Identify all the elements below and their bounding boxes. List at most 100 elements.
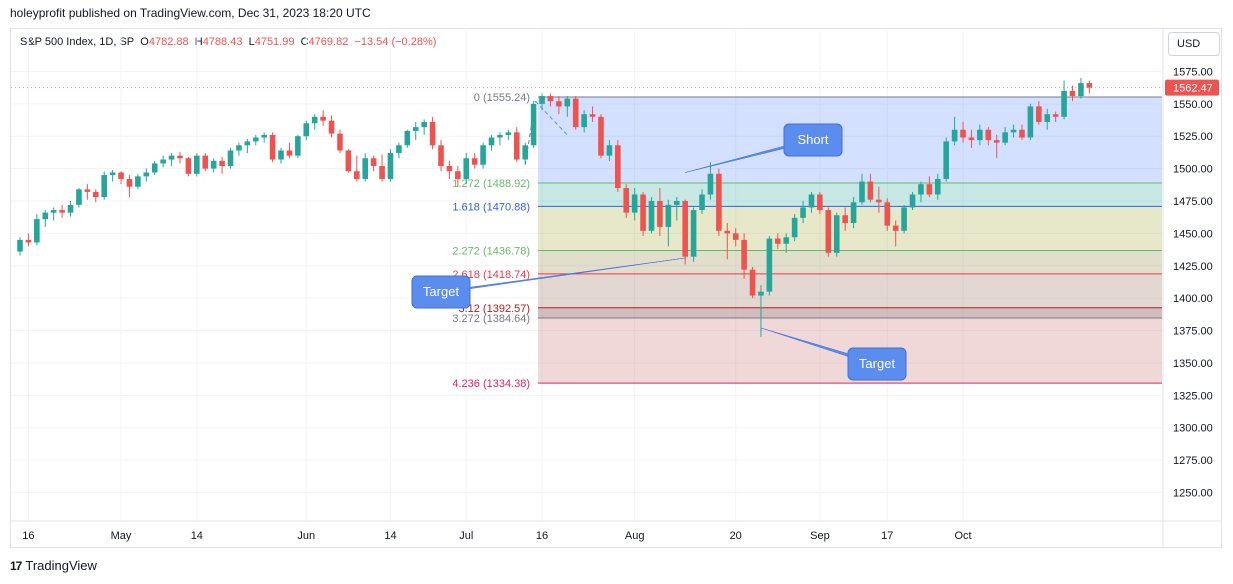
candle-body xyxy=(135,176,141,187)
candle-body xyxy=(749,269,756,296)
candle-body xyxy=(876,199,882,203)
candle-body xyxy=(993,140,1000,143)
candle-body xyxy=(606,145,613,156)
chart-frame xyxy=(10,28,1222,548)
open-label: O xyxy=(140,36,149,48)
candle-body xyxy=(901,207,907,231)
candle-body xyxy=(1078,83,1084,97)
fib-level-label: 1.618 (1470.88) xyxy=(452,201,530,213)
candle-body xyxy=(867,181,874,200)
price-axis-tick: 1525.00 xyxy=(1173,131,1213,143)
candle-body xyxy=(943,141,949,179)
candle-body xyxy=(968,137,975,141)
candle-body xyxy=(623,188,630,213)
tradingview-logo-icon: 17 xyxy=(10,558,22,573)
candle-body xyxy=(278,150,284,160)
candle-body xyxy=(817,194,823,211)
candle-body xyxy=(513,132,520,160)
price-axis-tick: 1425.00 xyxy=(1173,261,1213,273)
candle-body xyxy=(227,150,234,167)
candle-body xyxy=(497,134,503,138)
price-axis-tick: 1550.00 xyxy=(1173,99,1213,111)
candle-body xyxy=(101,175,107,198)
candle-body xyxy=(505,132,512,135)
fib-level-label: 0 (1555.24) xyxy=(474,92,530,104)
candle-body xyxy=(84,189,91,192)
candle-body xyxy=(311,116,318,124)
candle-body xyxy=(951,129,958,142)
candle-body xyxy=(286,150,293,156)
candle-body xyxy=(547,96,554,102)
candle-body xyxy=(412,127,419,132)
low-label: L xyxy=(248,36,255,48)
candle-body xyxy=(370,158,377,167)
candle-body xyxy=(783,237,790,244)
candle-body xyxy=(800,207,806,218)
candle-body xyxy=(387,153,394,179)
candle-body xyxy=(25,239,32,243)
candle-body xyxy=(109,172,116,176)
candle-body xyxy=(50,210,57,213)
annotation-box xyxy=(411,275,471,309)
last-price-badge xyxy=(1165,79,1219,96)
candle-body xyxy=(808,194,815,208)
candle-body xyxy=(1010,129,1017,133)
candle-body xyxy=(396,145,402,154)
time-axis-tick: 16 xyxy=(22,530,34,542)
annotation-box xyxy=(847,347,907,381)
candle-body xyxy=(67,204,74,213)
candle-body xyxy=(724,230,731,234)
candle-body xyxy=(337,133,343,151)
candle-body xyxy=(859,181,865,203)
high-label: H xyxy=(194,36,203,48)
candle-body xyxy=(1052,114,1059,117)
candle-body xyxy=(581,114,587,128)
candle-body xyxy=(328,120,335,134)
candle-body xyxy=(151,163,158,173)
candle-body xyxy=(202,155,209,169)
symbol-name: S&P 500 Index, 1D, SP xyxy=(20,36,135,48)
annotation-text: Target xyxy=(423,284,460,299)
candle-body xyxy=(850,202,857,224)
candle-body xyxy=(825,210,832,253)
publisher-caption: holeyprofit published on TradingView.com… xyxy=(10,6,371,20)
time-axis-tick: 20 xyxy=(730,530,742,542)
candle-body xyxy=(177,155,183,159)
candle-body xyxy=(210,160,217,169)
candle-body xyxy=(404,131,411,146)
candle-body xyxy=(76,189,82,205)
candle-body xyxy=(732,233,739,240)
candle-body xyxy=(699,194,705,211)
candle-body xyxy=(690,210,697,257)
candle-body xyxy=(471,158,478,165)
candle-body xyxy=(160,159,166,164)
candle-body xyxy=(168,155,175,160)
candle-body xyxy=(589,114,596,117)
candle-body xyxy=(918,184,924,195)
change-value: −13.54 (−0.28%) xyxy=(354,36,437,48)
candle-body xyxy=(59,210,65,213)
candle-body xyxy=(741,239,747,270)
candle-body xyxy=(303,123,310,137)
candle-body xyxy=(126,178,133,187)
candle-body xyxy=(598,116,604,156)
candle-body xyxy=(673,200,680,205)
currency-selector[interactable]: USD xyxy=(1168,32,1220,56)
time-axis-tick: Oct xyxy=(954,530,971,542)
candle-body xyxy=(530,103,537,146)
annotation-text: Short xyxy=(797,132,828,147)
open-value: 4782.88 xyxy=(148,36,189,48)
fib-level-label: 2.618 (1418.74) xyxy=(452,269,530,281)
candle-body xyxy=(1086,83,1093,88)
candle-body xyxy=(564,98,571,107)
time-axis-tick: 17 xyxy=(881,530,893,542)
close-label: C xyxy=(300,36,309,48)
candle-body xyxy=(631,194,638,213)
candle-body xyxy=(244,141,251,146)
candle-body xyxy=(707,173,714,195)
candle-body xyxy=(657,200,663,227)
time-axis-tick: May xyxy=(111,530,132,542)
candle-body xyxy=(185,158,192,174)
annotation-box xyxy=(783,123,843,157)
